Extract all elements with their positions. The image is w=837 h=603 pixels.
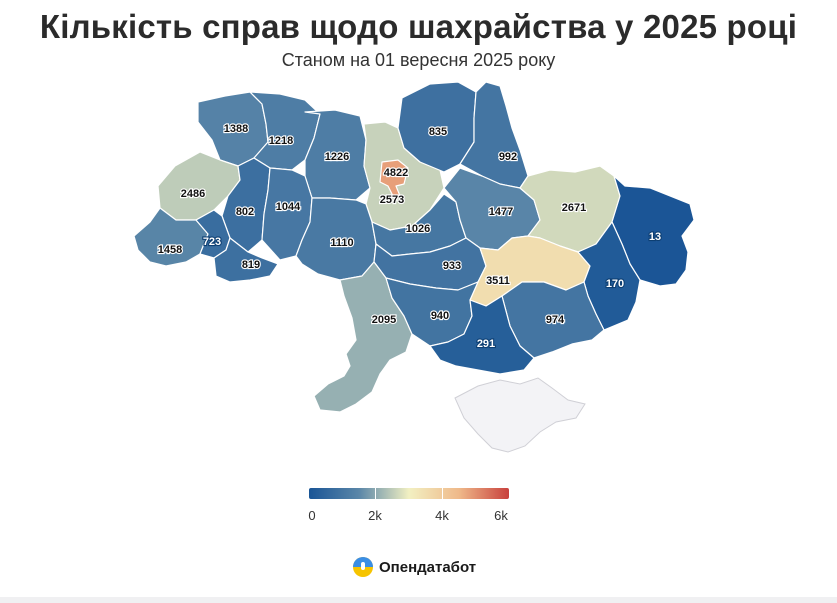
scale-tick-label: 6k xyxy=(494,508,508,523)
region-value-label: 1218 xyxy=(269,135,293,147)
crimea-region xyxy=(454,377,586,453)
scale-tick-label: 4k xyxy=(435,508,449,523)
region-value-label: 13 xyxy=(649,231,661,243)
region-value-label: 1226 xyxy=(325,151,349,163)
region-value-label: 1477 xyxy=(489,206,513,218)
region-value-label: 835 xyxy=(429,126,447,138)
page-title: Кількість справ щодо шахрайства у 2025 р… xyxy=(39,8,798,45)
region-value-label: 4822 xyxy=(384,167,408,179)
region-value-label: 1388 xyxy=(224,123,248,135)
page-subtitle: Станом на 01 вересня 2025 року xyxy=(281,50,556,70)
region-value-label: 1044 xyxy=(276,201,301,213)
region-value-label: 170 xyxy=(606,278,624,290)
region-kyiv-city[interactable] xyxy=(379,159,409,199)
region-value-label: 1458 xyxy=(158,244,182,256)
scale-tick-label: 0 xyxy=(308,508,316,523)
color-scale-bar xyxy=(309,488,509,499)
region-value-label: 940 xyxy=(431,310,449,322)
region-value-label: 802 xyxy=(236,206,254,218)
footer-strip xyxy=(0,597,837,603)
region-value-label: 2095 xyxy=(372,314,396,326)
region-value-label: 1026 xyxy=(406,223,430,235)
scale-divider xyxy=(442,488,443,499)
region-chernivtsi[interactable] xyxy=(213,237,279,283)
scale-divider xyxy=(375,488,376,499)
brand-logo: Опендатабот xyxy=(352,556,476,578)
region-value-label: 291 xyxy=(477,338,495,350)
region-value-label: 2486 xyxy=(181,188,205,200)
opendatabot-logo-icon xyxy=(353,557,373,577)
region-ternopil[interactable] xyxy=(221,157,271,253)
region-value-label: 723 xyxy=(203,236,221,248)
brand-name: Опендатабот xyxy=(379,558,477,576)
region-value-label: 3511 xyxy=(486,275,510,287)
region-value-label: 2573 xyxy=(380,194,404,206)
region-value-label: 2671 xyxy=(562,202,586,214)
region-kherson[interactable] xyxy=(429,295,535,375)
region-value-label: 819 xyxy=(242,259,260,271)
region-value-label: 992 xyxy=(499,151,517,163)
region-value-label: 974 xyxy=(546,314,565,326)
color-scale-legend: 0 2k 4k 6k xyxy=(308,488,509,523)
scale-tick-label: 2k xyxy=(368,508,382,523)
region-value-label: 933 xyxy=(443,260,461,272)
region-value-label: 1110 xyxy=(330,237,353,249)
